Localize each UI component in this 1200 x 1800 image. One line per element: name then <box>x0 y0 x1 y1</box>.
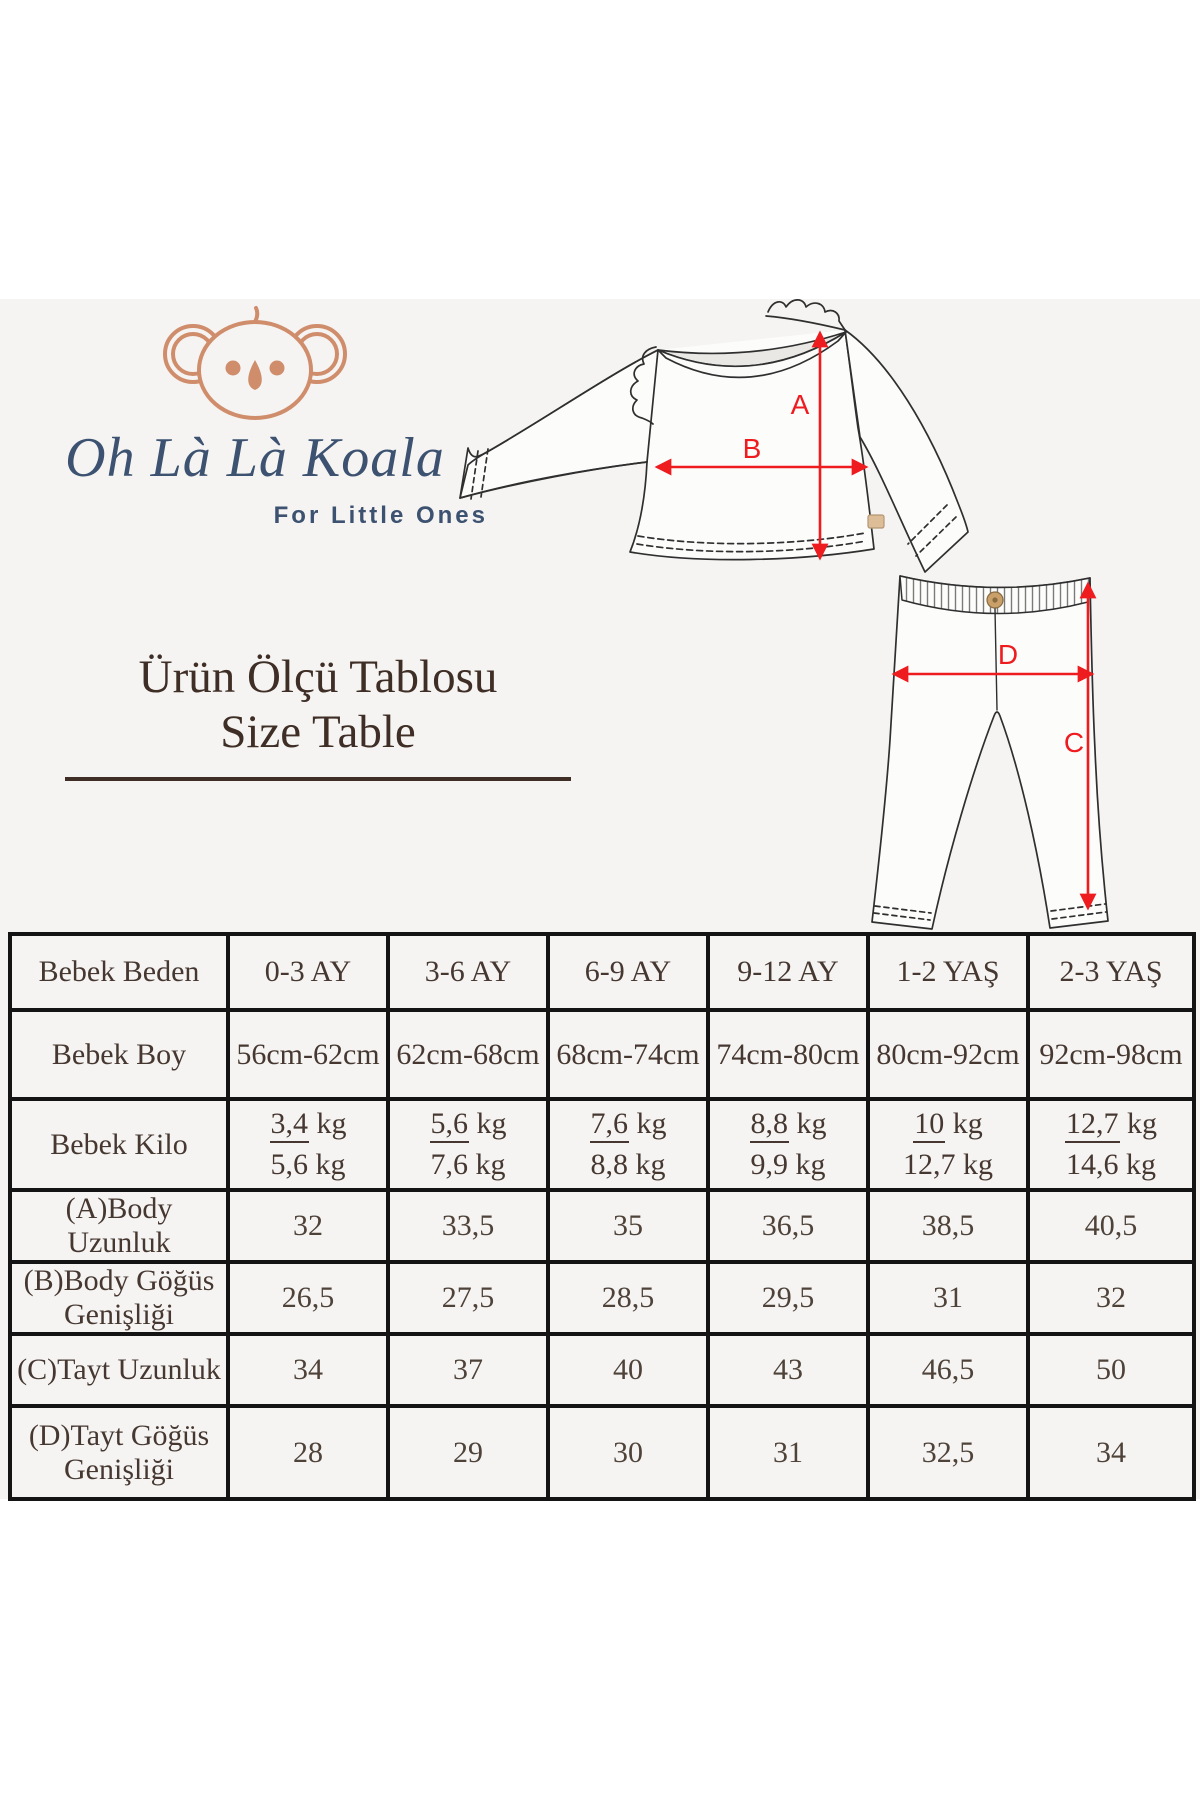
brand-tagline: For Little Ones <box>273 502 488 529</box>
measure-cell: 34 <box>1026 1404 1196 1501</box>
size-col-header: 1-2 YAŞ <box>866 932 1030 1012</box>
measure-cell: 29,5 <box>706 1260 870 1336</box>
weight-cell: 5,6 kg 7,6 kg <box>386 1097 550 1192</box>
row-label: Bebek Kilo <box>8 1097 230 1192</box>
brand-logo-text: Oh Là Là Koala <box>65 427 445 489</box>
row-body-uzunluk: (A)Body Uzunluk 32 33,5 35 36,5 38,5 40,… <box>8 1188 1196 1264</box>
size-col-header: 6-9 AY <box>546 932 710 1012</box>
measure-label-a: A <box>791 389 810 420</box>
row-tayt-uzunluk: (C)Tayt Uzunluk 34 37 40 43 46,5 50 <box>8 1332 1196 1408</box>
row-body-gogus: (B)Body Göğüs Genişliği 26,5 27,5 28,5 2… <box>8 1260 1196 1336</box>
measure-cell: 40,5 <box>1026 1188 1196 1264</box>
weight-cell: 10 kg 12,7 kg <box>866 1097 1030 1192</box>
measure-cell: 40 <box>546 1332 710 1408</box>
height-cell: 92cm-98cm <box>1026 1008 1196 1101</box>
height-cell: 56cm-62cm <box>226 1008 390 1101</box>
leggings-drawing <box>871 575 1109 930</box>
header-row: Bebek Beden 0-3 AY 3-6 AY 6-9 AY 9-12 AY… <box>8 932 1196 1012</box>
page-title-english: Size Table <box>220 706 416 759</box>
measure-cell: 30 <box>546 1404 710 1501</box>
measure-cell: 38,5 <box>866 1188 1030 1264</box>
measure-cell: 32 <box>226 1188 390 1264</box>
height-cell: 62cm-68cm <box>386 1008 550 1101</box>
measure-cell: 35 <box>546 1188 710 1264</box>
row-label: (C)Tayt Uzunluk <box>8 1332 230 1408</box>
measure-cell: 32 <box>1026 1260 1196 1336</box>
measure-cell: 27,5 <box>386 1260 550 1336</box>
height-cell: 74cm-80cm <box>706 1008 870 1101</box>
row-label: (B)Body Göğüs Genişliği <box>8 1260 230 1336</box>
row-label: (D)Tayt Göğüs Genişliği <box>8 1404 230 1501</box>
size-diagram: A B C D <box>459 299 1109 930</box>
size-table: Bebek Beden 0-3 AY 3-6 AY 6-9 AY 9-12 AY… <box>8 932 1196 1501</box>
measure-cell: 46,5 <box>866 1332 1030 1408</box>
height-cell: 80cm-92cm <box>866 1008 1030 1101</box>
weight-cell: 3,4 kg 5,6 kg <box>226 1097 390 1192</box>
measure-cell: 43 <box>706 1332 870 1408</box>
measure-cell: 32,5 <box>866 1404 1030 1501</box>
bodysuit-top-drawing <box>459 299 969 573</box>
weight-cell: 8,8 kg 9,9 kg <box>706 1097 870 1192</box>
measure-cell: 34 <box>226 1332 390 1408</box>
header-label: Bebek Beden <box>8 932 230 1012</box>
title-underline <box>65 776 571 781</box>
measure-cell: 29 <box>386 1404 550 1501</box>
size-col-header: 0-3 AY <box>226 932 390 1012</box>
row-tayt-gogus: (D)Tayt Göğüs Genişliği 28 29 30 31 32,5… <box>8 1404 1196 1501</box>
row-bebek-kilo: Bebek Kilo 3,4 kg 5,6 kg 5,6 kg 7,6 kg 7… <box>8 1097 1196 1192</box>
measure-cell: 50 <box>1026 1332 1196 1408</box>
measure-cell: 33,5 <box>386 1188 550 1264</box>
row-bebek-boy: Bebek Boy 56cm-62cm 62cm-68cm 68cm-74cm … <box>8 1008 1196 1101</box>
size-col-header: 3-6 AY <box>386 932 550 1012</box>
measure-cell: 31 <box>866 1260 1030 1336</box>
weight-cell: 12,7 kg 14,6 kg <box>1026 1097 1196 1192</box>
size-col-header: 2-3 YAŞ <box>1026 932 1196 1012</box>
weight-cell: 7,6 kg 8,8 kg <box>546 1097 710 1192</box>
measure-label-b: B <box>743 433 762 464</box>
height-cell: 68cm-74cm <box>546 1008 710 1101</box>
size-col-header: 9-12 AY <box>706 932 870 1012</box>
measure-cell: 36,5 <box>706 1188 870 1264</box>
brand-block: Oh Là Là Koala For Little Ones <box>20 302 490 530</box>
measurement-arrows: A B C D <box>654 330 1097 911</box>
measure-label-d: D <box>998 639 1018 670</box>
measure-cell: 31 <box>706 1404 870 1501</box>
koala-logo-icon <box>163 306 347 420</box>
measure-cell: 26,5 <box>226 1260 390 1336</box>
row-label: Bebek Boy <box>8 1008 230 1101</box>
measure-label-c: C <box>1064 727 1084 758</box>
measure-cell: 28 <box>226 1404 390 1501</box>
row-label: (A)Body Uzunluk <box>8 1188 230 1264</box>
page-title: Ürün Ölçü Tablosu Size Table <box>58 650 578 781</box>
measure-cell: 28,5 <box>546 1260 710 1336</box>
page-title-turkish: Ürün Ölçü Tablosu <box>138 651 498 703</box>
measure-cell: 37 <box>386 1332 550 1408</box>
